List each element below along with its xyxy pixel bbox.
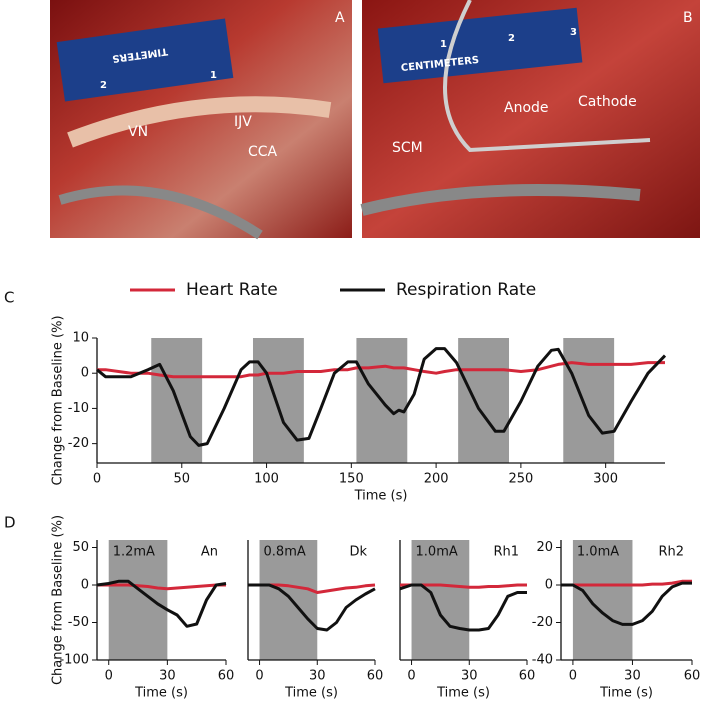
x-tick-label: 60: [684, 669, 701, 684]
stimulus-label: 1.0mA: [416, 545, 458, 560]
photo-a: TIMETERS 1 2 A VN IJV CCA: [50, 0, 352, 240]
x-tick-label: 50: [174, 472, 191, 487]
series-line: [96, 347, 667, 447]
x-tick-label: 200: [424, 472, 449, 487]
subject-label: Dk: [349, 545, 367, 560]
retractor: [58, 185, 263, 240]
stimulus-band: [563, 338, 615, 463]
stimulus-label: 1.2mA: [113, 545, 155, 560]
stimulus-band: [458, 338, 510, 463]
x-tick-label: 0: [569, 669, 577, 684]
subject-label: Rh2: [658, 545, 684, 560]
photo-label: B: [683, 10, 693, 26]
series-line: [97, 583, 226, 591]
x-tick-label: 30: [159, 669, 176, 684]
annotation: SCM: [392, 140, 423, 156]
series-line: [561, 579, 692, 587]
subject-label: An: [201, 545, 218, 560]
x-tick-label: 60: [519, 669, 536, 684]
y-tick-label: -20: [68, 436, 89, 451]
series-line: [96, 579, 227, 628]
nerve: [67, 96, 332, 148]
ruler-number: 1: [210, 70, 217, 81]
x-tick-label: 150: [339, 472, 364, 487]
y-tick-label: 10: [72, 331, 89, 346]
y-tick-label: 0: [81, 578, 89, 593]
x-tick-label: 60: [367, 669, 384, 684]
stimulus-label: 0.8mA: [264, 545, 306, 560]
stimulus-band: [411, 540, 470, 660]
x-tick-label: 0: [105, 669, 113, 684]
annotation: Cathode: [578, 94, 637, 110]
y-tick-label: -100: [59, 653, 89, 668]
y-tick-label: -50: [68, 615, 89, 630]
x-tick-label: 0: [255, 669, 263, 684]
stimulus-band: [108, 540, 168, 660]
panel-label: C: [4, 289, 14, 307]
x-tick-label: 30: [461, 669, 478, 684]
retractor: [360, 184, 641, 216]
y-tick-label: 0: [545, 578, 553, 593]
x-axis-label: Time (s): [599, 686, 653, 701]
stimulus-band: [259, 540, 318, 660]
y-tick-label: -10: [68, 401, 89, 416]
stimulus-label: 1.0mA: [577, 545, 619, 560]
x-tick-label: 0: [93, 472, 101, 487]
y-tick-label: 0: [81, 366, 89, 381]
x-axis-label: Time (s): [354, 489, 408, 504]
y-tick-label: 20: [536, 540, 553, 555]
y-tick-label: -40: [532, 653, 553, 668]
x-tick-label: 0: [407, 669, 415, 684]
subject-label: Rh1: [493, 545, 519, 560]
x-axis-label: Time (s): [134, 686, 188, 701]
annotation: Anode: [504, 100, 549, 116]
stimulus-band: [252, 338, 304, 463]
ruler: [377, 7, 583, 84]
ruler-number: 3: [570, 27, 577, 38]
x-tick-label: 30: [309, 669, 326, 684]
y-tick-label: -20: [532, 615, 553, 630]
ruler: [56, 18, 234, 102]
series-line: [97, 361, 665, 379]
x-tick-label: 250: [508, 472, 533, 487]
annotation: CCA: [248, 144, 278, 160]
legend-label: Respiration Rate: [396, 280, 536, 300]
ruler-number: 2: [508, 33, 515, 44]
x-tick-label: 100: [254, 472, 279, 487]
stimulus-band: [572, 540, 633, 660]
y-tick-label: 50: [72, 540, 89, 555]
photo-label: A: [335, 10, 345, 26]
panel-label: D: [4, 514, 16, 532]
legend-label: Heart Rate: [186, 280, 278, 300]
x-tick-label: 60: [218, 669, 235, 684]
ruler-number: 2: [100, 80, 107, 91]
x-tick-label: 300: [593, 472, 618, 487]
y-axis-label: Change from Baseline (%): [51, 315, 66, 485]
x-axis-label: Time (s): [436, 686, 490, 701]
x-axis-label: Time (s): [284, 686, 338, 701]
photo-b: CENTIMETERS 1 2 3 B SCM Anode Cathode: [360, 0, 700, 238]
series-line: [561, 581, 692, 626]
x-tick-label: 30: [624, 669, 641, 684]
series-line: [399, 583, 527, 632]
y-axis-label: Change from Baseline (%): [51, 515, 66, 685]
annotation: IJV: [234, 114, 252, 130]
lead-wire: [443, 0, 651, 153]
annotation: VN: [128, 124, 148, 140]
series-line: [248, 583, 376, 632]
ruler-number: 1: [440, 39, 447, 50]
